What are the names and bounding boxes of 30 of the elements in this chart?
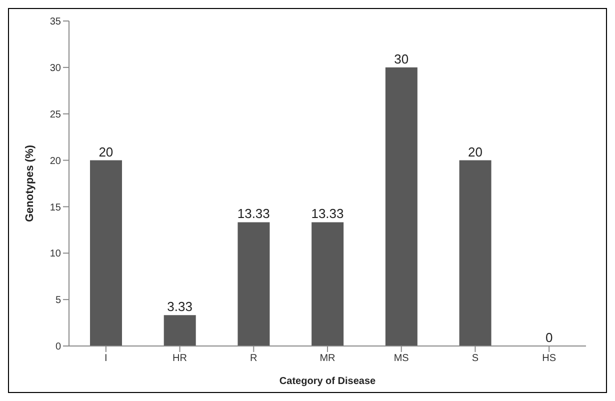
bar xyxy=(385,67,418,346)
x-tick-label: MS xyxy=(394,353,410,364)
y-tick-label: 0 xyxy=(55,342,62,353)
y-tick-label: 35 xyxy=(50,16,62,28)
x-tick-label: I xyxy=(104,353,108,364)
x-tick-label: HR xyxy=(172,353,188,364)
y-tick-label: 25 xyxy=(50,109,62,120)
bar xyxy=(238,222,270,346)
data-label: 20 xyxy=(98,144,114,160)
x-tick-label: R xyxy=(250,353,258,364)
y-tick-label: 20 xyxy=(50,156,62,167)
bar xyxy=(459,160,492,346)
y-tick-label: 5 xyxy=(55,295,62,306)
x-axis-title: Category of Disease xyxy=(279,376,376,387)
data-label: 13.33 xyxy=(237,206,270,222)
y-tick-label: 15 xyxy=(50,202,62,214)
x-tick-label: HS xyxy=(542,353,556,364)
data-label: 20 xyxy=(468,144,482,160)
y-tick-label: 30 xyxy=(50,62,62,74)
x-tick-label: S xyxy=(472,353,479,364)
y-tick-label: 10 xyxy=(50,248,62,260)
y-axis-title: Genotypes (%) xyxy=(24,144,36,222)
data-label: 3.33 xyxy=(167,299,192,314)
data-label: 0 xyxy=(545,330,553,345)
bar xyxy=(90,160,122,346)
bar xyxy=(164,315,196,346)
data-label: 13.33 xyxy=(311,206,344,222)
x-tick-label: MR xyxy=(320,353,336,364)
data-label: 30 xyxy=(394,51,409,66)
bar xyxy=(312,222,344,346)
